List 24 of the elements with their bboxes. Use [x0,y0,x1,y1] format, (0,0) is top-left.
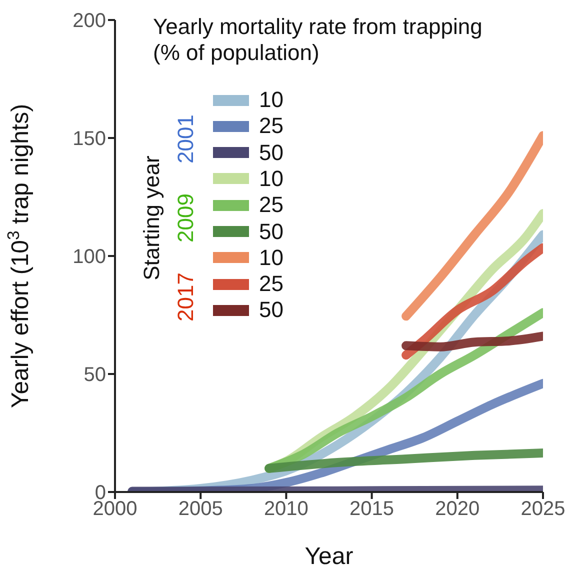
y-tick-label: 100 [72,246,106,268]
legend-title: Yearly mortality rate from trapping (% of population) [153,14,484,66]
x-tick-label: 2020 [435,498,480,520]
x-tick-label: 2005 [178,498,223,520]
legend-label: 25 [259,192,284,218]
x-axis-title: Year [304,543,354,566]
annotation: 2001 [173,114,199,166]
legend-label: 10 [259,87,284,113]
legend-label: 50 [259,140,284,166]
legend-label: 25 [259,271,284,298]
legend-label: 10 [259,244,284,271]
x-tick-label: 2010 [264,498,308,520]
y-tick-label: 200 [72,10,106,32]
legend-label: 25 [259,113,284,140]
x-tick-label: 2015 [350,498,394,520]
legend-label: 50 [259,297,284,324]
legend-label: 10 [259,166,284,192]
y-tick-label: 50 [84,364,106,386]
annotation: 2009 [173,192,199,245]
legend-label: 50 [259,218,284,244]
annotation: Starting year [139,154,165,283]
annotation: 2017 [173,272,199,324]
x-tick-label: 2025 [520,498,566,520]
y-tick-label: 150 [72,128,106,150]
